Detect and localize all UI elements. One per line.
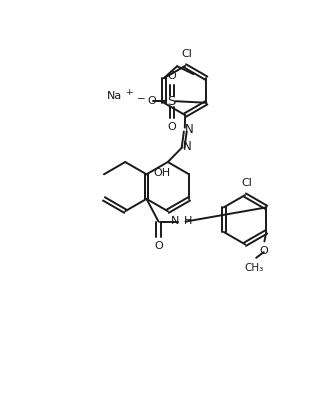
Text: O: O: [148, 96, 157, 106]
Text: O: O: [167, 122, 176, 132]
Text: N: N: [183, 140, 192, 153]
Text: +: +: [125, 88, 133, 97]
Text: CH₃: CH₃: [244, 263, 263, 273]
Text: Cl: Cl: [241, 178, 252, 188]
Text: O: O: [154, 241, 163, 251]
Text: Cl: Cl: [181, 49, 192, 59]
Text: S: S: [168, 95, 176, 108]
Text: O: O: [259, 247, 268, 256]
Text: OH: OH: [153, 168, 171, 178]
Text: O: O: [167, 71, 176, 81]
Text: Na: Na: [107, 90, 122, 101]
Text: −: −: [137, 94, 146, 104]
Text: H: H: [183, 216, 192, 226]
Text: N: N: [171, 216, 179, 226]
Text: N: N: [185, 123, 194, 136]
